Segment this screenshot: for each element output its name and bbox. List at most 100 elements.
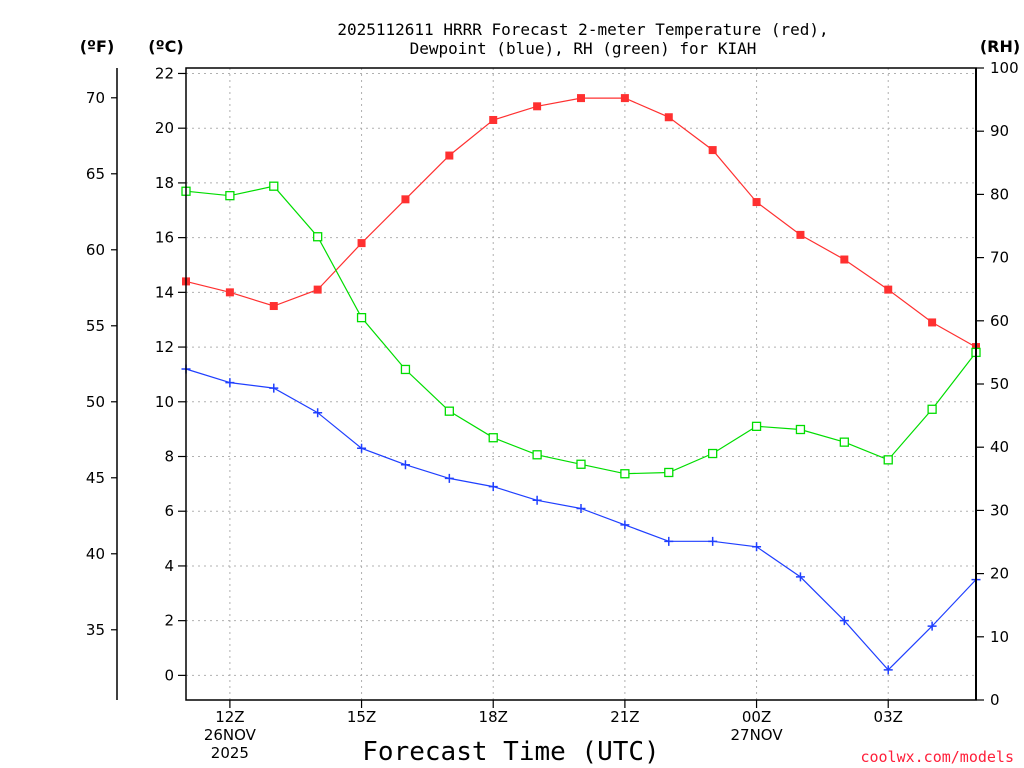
fahrenheit-axis: 35 40 45 50 55 60 65 70 — [86, 89, 117, 639]
temperature-point — [708, 146, 717, 155]
rh-point — [883, 455, 893, 465]
dewpoint-point — [620, 520, 630, 530]
plot-frame — [185, 67, 977, 701]
celsius-tick-label: 12 — [155, 338, 174, 356]
celsius-tick-label: 20 — [155, 119, 174, 137]
temperature-point — [401, 195, 410, 204]
dewpoint-point — [664, 536, 674, 546]
dewpoint-point — [708, 536, 718, 546]
series-2-meter-temperature — [182, 94, 980, 352]
celsius-tick-label: 22 — [155, 64, 174, 82]
fahrenheit-tick-label: 45 — [86, 469, 105, 487]
chart-title-line2: Dewpoint (blue), RH (green) for KIAH — [410, 39, 757, 58]
series-line — [185, 185, 977, 475]
temperature-point — [489, 115, 498, 124]
time-tick-label: 27NOV — [730, 726, 783, 744]
rh-point — [532, 450, 542, 460]
rh-tick-label: 10 — [990, 628, 1009, 646]
rh-tick-label: 0 — [990, 691, 1000, 709]
temperature-point — [313, 285, 322, 294]
temperature-point — [752, 198, 761, 207]
rh-point — [400, 364, 411, 375]
rh-point — [444, 406, 454, 416]
dewpoint-point — [400, 460, 410, 470]
dewpoint-point — [225, 378, 235, 388]
rh-point — [664, 467, 674, 478]
rh-point — [795, 424, 806, 435]
time-tick-label: 00Z — [742, 708, 771, 726]
dewpoint-point — [883, 665, 893, 675]
temperature-point — [620, 94, 629, 103]
dewpoint-point — [927, 621, 937, 631]
rh-tick-label: 90 — [990, 122, 1009, 140]
celsius-tick-label: 10 — [155, 393, 174, 411]
temperature-point — [445, 151, 454, 160]
rh-point — [313, 232, 323, 242]
time-tick-label: 18Z — [479, 708, 508, 726]
temperature-point — [269, 302, 278, 311]
dewpoint-point — [532, 495, 542, 505]
rh-tick-label: 70 — [990, 249, 1009, 267]
series-dewpoint — [181, 364, 981, 675]
rh-point — [839, 437, 849, 447]
series — [181, 94, 981, 675]
fahrenheit-tick-label: 40 — [86, 545, 105, 563]
temperature-point — [664, 113, 673, 122]
time-tick-label: 12Z — [215, 708, 244, 726]
rh-point — [751, 421, 762, 431]
series-line — [185, 368, 977, 671]
rh-axis: 0 10 20 30 40 50 60 70 80 90 100 — [976, 59, 1019, 709]
credit-link[interactable]: coolwx.com/models — [860, 748, 1014, 766]
chart-title-line1: 2025112611 HRRR Forecast 2-meter Tempera… — [337, 20, 828, 39]
celsius-tick-label: 18 — [155, 174, 174, 192]
rh-point — [620, 469, 630, 479]
temperature-point — [577, 94, 585, 103]
series-line — [185, 97, 977, 348]
rh-point — [269, 181, 279, 191]
fahrenheit-tick-label: 60 — [86, 241, 105, 259]
fahrenheit-tick-label: 35 — [86, 621, 105, 639]
celsius-tick-label: 6 — [164, 502, 174, 520]
celsius-tick-label: 2 — [164, 612, 174, 630]
celsius-tick-label: 4 — [164, 557, 174, 575]
rh-point — [576, 459, 586, 469]
rh-point — [927, 404, 937, 414]
series-rh — [181, 181, 981, 479]
temperature-point — [533, 102, 542, 111]
dewpoint-point — [488, 482, 498, 492]
temperature-point — [796, 230, 805, 239]
time-tick-label: 15Z — [347, 708, 376, 726]
rh-point — [356, 312, 367, 323]
x-axis-title: Forecast Time (UTC) — [362, 737, 659, 767]
rh-axis-label: (RH) — [980, 37, 1020, 56]
celsius-tick-label: 16 — [155, 229, 174, 247]
rh-tick-label: 100 — [990, 59, 1019, 77]
rh-point — [225, 191, 235, 201]
celsius-tick-label: 14 — [155, 283, 174, 301]
dewpoint-point — [795, 572, 805, 582]
rh-tick-label: 40 — [990, 438, 1009, 456]
time-tick-label: 03Z — [874, 708, 903, 726]
dewpoint-point — [269, 383, 279, 393]
time-tick-label: 2025 — [211, 744, 249, 762]
fahrenheit-tick-label: 55 — [86, 317, 105, 335]
rh-point — [708, 448, 718, 459]
dewpoint-point — [752, 542, 762, 552]
rh-tick-label: 80 — [990, 185, 1009, 203]
celsius-axis-label: (ºC) — [148, 37, 183, 56]
celsius-tick-label: 8 — [164, 448, 174, 466]
dewpoint-point — [576, 503, 586, 513]
rh-tick-label: 20 — [990, 565, 1009, 583]
fahrenheit-axis-label: (ºF) — [80, 37, 115, 56]
rh-point — [488, 433, 498, 443]
celsius-tick-label: 0 — [164, 666, 174, 684]
time-tick-label: 26NOV — [204, 726, 257, 744]
temperature-point — [840, 255, 849, 264]
dewpoint-point — [313, 408, 323, 418]
temperature-point — [357, 239, 366, 248]
temperature-point — [225, 288, 234, 297]
dewpoint-point — [839, 616, 849, 626]
celsius-axis: 0 2 4 6 8 10 12 14 16 18 20 22 — [155, 64, 186, 684]
